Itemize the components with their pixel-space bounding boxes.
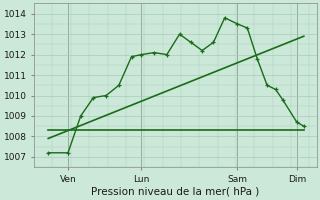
X-axis label: Pression niveau de la mer( hPa ): Pression niveau de la mer( hPa ) [91, 187, 260, 197]
